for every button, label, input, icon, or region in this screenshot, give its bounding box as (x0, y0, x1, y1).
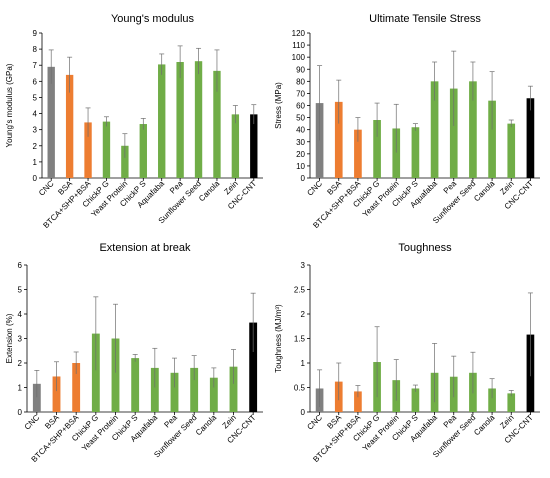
bar (176, 62, 184, 178)
chart-panel: Young's modulus Young's modulus (GPa) 0 1 2 3… (5, 13, 263, 230)
bar (158, 64, 166, 178)
chart-panel: Extension at break Extension (%) 0 1 2 3 4 5 6 CN… (5, 242, 263, 464)
bar (47, 66, 55, 178)
bar (430, 81, 439, 178)
bar (84, 122, 92, 178)
y-tick-label: 60 (296, 102, 305, 111)
chart-title: Extension at break (99, 242, 191, 254)
y-tick-label: 6 (33, 77, 38, 86)
bar (488, 100, 496, 178)
x-tick-label: CNC (23, 413, 42, 432)
y-tick-label: 9 (33, 29, 38, 38)
y-tick-label: 50 (296, 114, 305, 123)
bar (488, 388, 496, 412)
bar (121, 145, 129, 178)
bar (111, 338, 120, 412)
bar (209, 377, 218, 412)
y-tick-label: 1.5 (294, 335, 306, 344)
y-tick-label: 0 (33, 174, 38, 183)
x-tick-label: CNC (305, 413, 324, 432)
bar (190, 367, 199, 412)
y-tick-label: 110 (292, 41, 305, 50)
y-axis-label: Young's modulus (GPa) (5, 63, 14, 147)
bar (91, 333, 100, 412)
bar (229, 366, 238, 412)
y-tick-label: 4 (18, 310, 23, 319)
y-tick-label: 2.5 (294, 286, 306, 295)
y-tick-label: 1 (301, 359, 306, 368)
y-tick-label: 8 (33, 45, 38, 54)
y-tick-label: 10 (296, 162, 305, 171)
y-tick-label: 80 (296, 77, 305, 86)
bar (170, 372, 179, 412)
y-tick-label: 5 (33, 93, 38, 102)
y-tick-label: 20 (296, 150, 305, 159)
bar (194, 61, 203, 178)
y-tick-label: 3 (301, 261, 306, 270)
bar (250, 114, 258, 178)
y-tick-label: 100 (292, 53, 306, 62)
y-tick-label: 6 (18, 261, 23, 270)
y-tick-label: 3 (18, 335, 23, 344)
bar (411, 127, 420, 178)
bar (131, 358, 140, 412)
bar (52, 376, 61, 412)
x-tick-label: CNC (37, 179, 56, 198)
y-axis-label: Toughness (MJ/m³) (274, 304, 283, 373)
y-axis-label: Stress (MPa) (274, 82, 283, 129)
chart-title: Ultimate Tensile Stress (369, 13, 481, 25)
y-tick-label: 120 (292, 29, 306, 38)
bar (507, 393, 516, 412)
y-tick-label: 7 (33, 61, 38, 70)
chart-title: Toughness (398, 242, 452, 254)
y-axis-label: Extension (%) (5, 313, 14, 363)
bar (526, 98, 535, 178)
x-tick-label: Canola (194, 413, 219, 438)
y-tick-label: 3 (33, 126, 38, 135)
bar (373, 120, 381, 178)
bar (139, 124, 147, 178)
bar (392, 128, 401, 178)
y-tick-label: 1 (33, 158, 38, 167)
bar (32, 383, 41, 412)
bar (507, 123, 516, 178)
y-tick-label: 2 (301, 310, 306, 319)
x-tick-label: CNC (305, 179, 324, 198)
bar (411, 388, 420, 412)
y-tick-label: 1 (18, 384, 23, 393)
bar (65, 74, 74, 178)
x-tick-label: Canola (472, 179, 497, 204)
bar (449, 88, 458, 178)
bar (102, 121, 111, 178)
bar (150, 367, 159, 412)
y-tick-label: 2 (33, 142, 38, 151)
bar (354, 391, 362, 412)
y-tick-label: 2 (18, 359, 23, 368)
bar (231, 114, 240, 178)
x-tick-label: Canola (197, 179, 222, 204)
y-tick-label: 70 (296, 89, 305, 98)
chart-title: Young's modulus (111, 13, 195, 25)
y-tick-label: 40 (296, 126, 305, 135)
y-tick-label: 90 (296, 65, 305, 74)
y-tick-label: 0 (301, 174, 306, 183)
bar (334, 101, 343, 178)
y-tick-label: 0 (18, 408, 23, 417)
bar (354, 129, 362, 178)
bar (469, 81, 477, 178)
x-tick-label: Pea (162, 413, 179, 430)
x-tick-label: Canola (472, 413, 497, 438)
bar (213, 70, 221, 178)
y-tick-label: 0.5 (294, 384, 306, 393)
y-tick-label: 4 (33, 110, 38, 119)
bar (72, 363, 81, 412)
bar (249, 322, 258, 412)
y-tick-label: 30 (296, 138, 305, 147)
y-tick-label: 5 (18, 286, 23, 295)
chart-panel: Toughness Toughness (MJ/m³) 0 0.5 1 1.5 2 2.5 3 C… (274, 242, 540, 464)
y-tick-label: 0 (301, 408, 306, 417)
chart-panel: Ultimate Tensile Stress Stress (MPa) 0 10 20… (274, 13, 540, 230)
